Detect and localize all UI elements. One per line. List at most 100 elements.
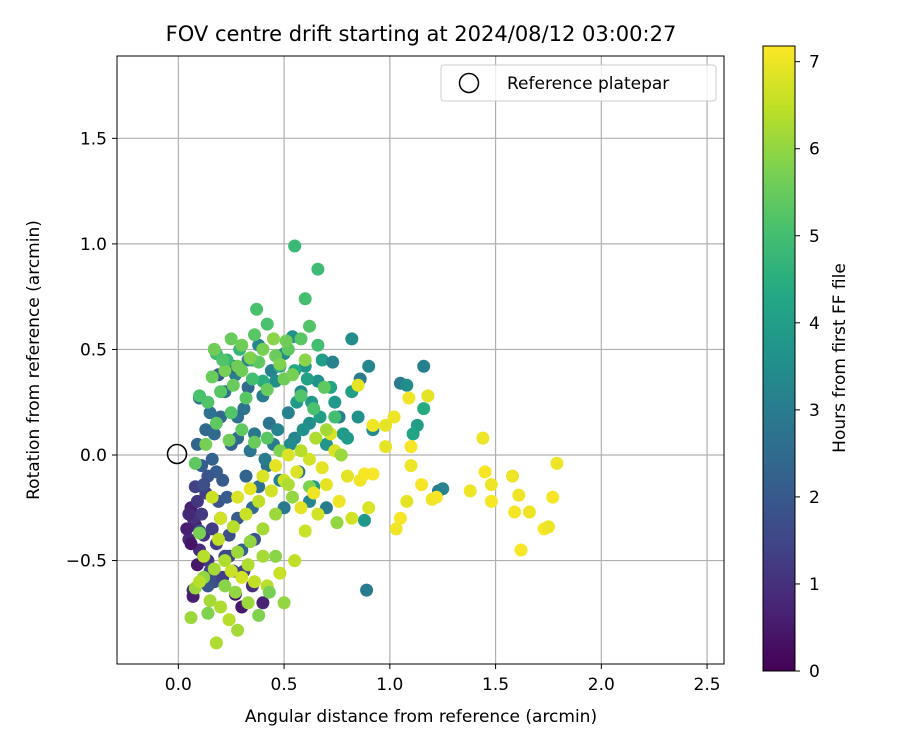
data-point bbox=[256, 549, 270, 563]
data-point bbox=[239, 391, 253, 405]
colorbar-tick-label: 5 bbox=[809, 227, 820, 247]
data-point bbox=[522, 505, 536, 519]
data-point bbox=[362, 359, 376, 373]
data-point bbox=[294, 389, 308, 403]
data-point bbox=[311, 262, 325, 276]
data-point bbox=[212, 532, 225, 546]
data-point bbox=[256, 522, 270, 536]
data-point bbox=[267, 332, 280, 346]
data-point bbox=[404, 440, 418, 454]
data-point bbox=[300, 372, 314, 386]
data-point bbox=[231, 623, 245, 637]
data-point bbox=[224, 332, 238, 346]
data-point bbox=[281, 478, 295, 492]
data-point bbox=[298, 524, 312, 538]
data-point bbox=[296, 423, 310, 437]
data-point bbox=[478, 465, 492, 479]
data-point bbox=[341, 431, 354, 445]
data-point bbox=[256, 596, 270, 610]
data-point bbox=[415, 478, 429, 492]
data-point bbox=[463, 484, 477, 498]
y-tick-label: 1.0 bbox=[80, 235, 107, 255]
data-point bbox=[393, 511, 407, 525]
data-point bbox=[235, 338, 249, 352]
data-point bbox=[252, 494, 266, 508]
data-point bbox=[214, 385, 228, 399]
data-point bbox=[351, 410, 365, 424]
data-point bbox=[508, 505, 522, 519]
data-point bbox=[188, 456, 202, 470]
data-point bbox=[281, 448, 295, 462]
data-point bbox=[197, 478, 211, 492]
data-point bbox=[205, 522, 219, 536]
data-point bbox=[205, 490, 219, 504]
data-point bbox=[184, 611, 198, 625]
data-point bbox=[341, 469, 354, 483]
data-points bbox=[180, 239, 564, 650]
data-point bbox=[506, 469, 519, 483]
y-axis-ticks: −0.5 0.0 0.5 1.0 1.5 bbox=[66, 129, 117, 572]
data-point bbox=[239, 507, 253, 521]
data-point bbox=[400, 378, 414, 392]
data-point bbox=[277, 596, 291, 610]
data-point bbox=[248, 435, 261, 449]
data-point bbox=[309, 431, 323, 445]
data-point bbox=[328, 395, 342, 409]
data-point bbox=[203, 406, 217, 420]
data-point bbox=[209, 636, 223, 650]
data-point bbox=[307, 402, 321, 416]
data-point bbox=[260, 431, 274, 445]
data-point bbox=[360, 583, 374, 597]
grid-lines bbox=[117, 56, 724, 664]
data-point bbox=[326, 355, 340, 369]
x-axis-ticks: 0.0 0.5 1.0 1.5 2.0 2.5 bbox=[165, 664, 721, 695]
legend-marker bbox=[458, 72, 480, 94]
data-point bbox=[190, 494, 204, 508]
data-point bbox=[319, 478, 333, 492]
data-point bbox=[258, 452, 272, 466]
data-point bbox=[315, 353, 329, 367]
data-point bbox=[334, 448, 348, 462]
data-point bbox=[484, 478, 498, 492]
data-point bbox=[402, 391, 416, 405]
x-tick-label: 1.0 bbox=[376, 675, 403, 695]
data-point bbox=[389, 522, 403, 536]
data-point bbox=[207, 562, 221, 576]
data-point bbox=[231, 359, 245, 373]
plot-frame bbox=[116, 55, 725, 665]
data-point bbox=[235, 423, 249, 437]
data-point bbox=[281, 406, 295, 420]
colorbar-tick-label: 3 bbox=[809, 401, 820, 421]
data-point bbox=[421, 389, 435, 403]
data-point bbox=[406, 427, 420, 441]
data-point bbox=[243, 351, 257, 365]
legend-label: Reference platepar bbox=[507, 74, 669, 94]
data-point bbox=[288, 554, 302, 568]
data-point bbox=[205, 452, 219, 466]
data-point bbox=[351, 378, 365, 392]
data-point bbox=[245, 372, 259, 386]
data-point bbox=[303, 319, 316, 333]
data-point bbox=[362, 501, 376, 515]
x-tick-label: 2.5 bbox=[694, 675, 721, 695]
data-point bbox=[330, 516, 344, 530]
colorbar-label: Hours from first FF file bbox=[830, 263, 850, 453]
data-point bbox=[512, 488, 526, 502]
data-point bbox=[417, 402, 431, 416]
data-point bbox=[358, 513, 371, 527]
data-point bbox=[205, 370, 219, 384]
data-point bbox=[199, 437, 213, 451]
data-point bbox=[273, 357, 287, 371]
x-tick-label: 1.5 bbox=[482, 675, 509, 695]
data-point bbox=[303, 452, 316, 466]
data-point bbox=[514, 543, 528, 557]
data-point bbox=[207, 342, 221, 356]
data-point bbox=[294, 332, 308, 346]
data-point bbox=[256, 342, 270, 356]
data-point bbox=[315, 461, 329, 475]
data-point bbox=[379, 440, 393, 454]
data-point bbox=[286, 368, 299, 382]
y-tick-label: 0.0 bbox=[80, 446, 107, 466]
data-point bbox=[195, 507, 209, 521]
data-point bbox=[366, 418, 380, 432]
